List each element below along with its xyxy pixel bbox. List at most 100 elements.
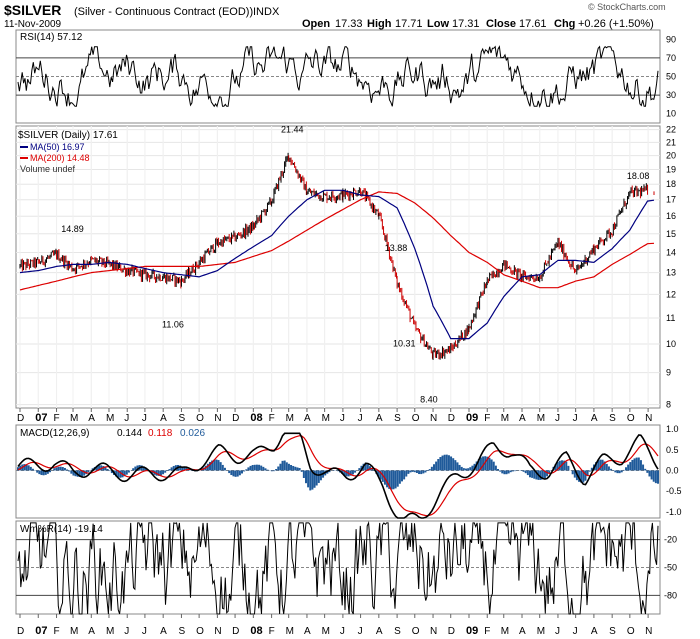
x-axis-label: 08 <box>250 625 262 637</box>
williams-line <box>17 520 659 615</box>
open-value: 17.33 <box>335 18 363 30</box>
macd-hist-value: 0.026 <box>180 428 205 439</box>
price-annotation: 11.06 <box>162 320 184 330</box>
x-axis-label: D <box>232 626 239 637</box>
x-axis-label: A <box>160 626 167 637</box>
high-label: High <box>367 18 392 30</box>
exchange: INDX <box>253 6 280 18</box>
rsi-tick-label: 70 <box>666 53 676 63</box>
high-value: 17.71 <box>395 18 423 30</box>
x-axis-label: M <box>106 413 114 424</box>
macd-legend-name: MACD(12,26,9) <box>20 428 89 439</box>
x-axis-label: F <box>269 626 275 637</box>
x-axis-label: O <box>196 626 204 637</box>
low-label: Low <box>427 18 449 30</box>
macd-line <box>17 432 659 519</box>
date-label: 11-Nov-2009 <box>4 19 62 30</box>
x-axis-label: D <box>17 413 24 424</box>
x-axis-label: O <box>412 413 420 424</box>
price-tick-label: 21 <box>666 137 676 147</box>
x-axis-label: 09 <box>466 412 478 424</box>
x-axis-label: S <box>178 413 185 424</box>
price-annotation: 14.89 <box>61 224 84 234</box>
rsi-tick-label: 30 <box>666 90 676 100</box>
x-axis-label: J <box>142 626 147 637</box>
x-axis-label: J <box>340 626 345 637</box>
x-axis-label: J <box>555 413 560 424</box>
x-axis-label: M <box>70 413 78 424</box>
x-axis-label: N <box>645 626 652 637</box>
x-axis-middle: D 07 F M A M J J A S O N D 08 F M A M J J A S O N D 09 F M A M J J A S O N <box>17 408 652 424</box>
x-axis-label: F <box>269 413 275 424</box>
x-axis-label: M <box>286 626 294 637</box>
x-axis-label: M <box>322 413 330 424</box>
price-annotations: 14.89 11.06 21.44 13.88 10.31 8.40 18.08 <box>61 125 649 405</box>
williams-tick-label: -80 <box>664 590 677 600</box>
instrument-name: (Silver - Continuous Contract (EOD)) <box>74 6 253 18</box>
chg-value: +0.26 (+1.50%) <box>578 18 654 30</box>
macd-tick-label: -0.5 <box>666 486 682 496</box>
x-axis-label: N <box>214 413 221 424</box>
x-axis-label: D <box>448 626 455 637</box>
macd-tick-label: 0.5 <box>666 445 679 455</box>
x-axis-label: S <box>178 626 185 637</box>
price-annotation: 10.31 <box>393 339 416 349</box>
x-axis-label: J <box>124 626 129 637</box>
x-axis-label: J <box>573 626 578 637</box>
williams-tick-label: -50 <box>664 563 677 573</box>
macd-tick-label: -1.0 <box>666 507 682 517</box>
x-axis-label: O <box>627 626 635 637</box>
x-axis-label: M <box>537 413 545 424</box>
x-axis-label: F <box>54 413 60 424</box>
x-axis-label: J <box>573 413 578 424</box>
price-tick-label: 18 <box>666 179 676 189</box>
williams-tick-label: -20 <box>664 535 677 545</box>
symbol: $SILVER <box>4 2 61 18</box>
volume-legend: Volume undef <box>20 164 76 174</box>
x-axis-label: F <box>484 413 490 424</box>
price-tick-label: 20 <box>666 151 676 161</box>
x-axis-label: S <box>394 626 401 637</box>
x-axis-label: N <box>214 626 221 637</box>
x-axis-label: J <box>124 413 129 424</box>
ma50-line <box>19 189 655 340</box>
price-tick-label: 17 <box>666 195 676 205</box>
ma200-line <box>19 191 655 291</box>
x-axis-label: 07 <box>35 625 47 637</box>
x-axis-label: 08 <box>250 412 262 424</box>
x-axis-label: O <box>412 626 420 637</box>
price-annotation: 21.44 <box>281 125 304 135</box>
x-axis-label: A <box>88 413 95 424</box>
x-axis-label: M <box>537 626 545 637</box>
x-axis-label: N <box>430 626 437 637</box>
low-value: 17.31 <box>452 18 480 30</box>
x-axis-label: A <box>88 626 95 637</box>
x-axis-label: J <box>340 413 345 424</box>
x-axis-label: A <box>304 413 311 424</box>
macd-tick-label: 1.0 <box>666 424 679 434</box>
price-tick-label: 22 <box>666 125 676 135</box>
price-tick-label: 14 <box>666 248 676 258</box>
x-axis-label: S <box>609 626 616 637</box>
price-tick-label: 16 <box>666 211 676 221</box>
price-tick-label: 12 <box>666 289 676 299</box>
x-axis-label: J <box>358 413 363 424</box>
x-axis-label: F <box>484 626 490 637</box>
macd-signal-value: 0.118 <box>148 428 173 439</box>
x-axis-label: M <box>286 413 294 424</box>
x-axis-label: A <box>160 413 167 424</box>
price-tick-label: 15 <box>666 229 676 239</box>
price-tick-label: 13 <box>666 268 676 278</box>
x-axis-label: D <box>448 413 455 424</box>
x-axis-label: M <box>70 626 78 637</box>
x-axis-label: 07 <box>35 412 47 424</box>
price-tick-label: 9 <box>666 368 671 378</box>
x-axis-label: D <box>232 413 239 424</box>
x-axis-label: A <box>376 626 383 637</box>
x-axis-label: M <box>501 626 509 637</box>
rsi-tick-label: 90 <box>666 34 676 44</box>
x-axis-label: O <box>196 413 204 424</box>
x-axis-label: A <box>591 413 598 424</box>
x-axis-label: J <box>555 626 560 637</box>
